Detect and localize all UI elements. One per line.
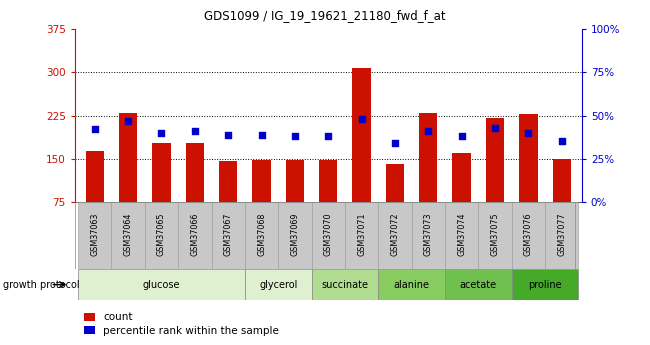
Point — [156, 130, 166, 136]
Bar — [78, 202, 111, 269]
Point — [490, 125, 501, 130]
Text: GSM37074: GSM37074 — [457, 213, 466, 256]
Point — [356, 116, 367, 122]
Bar — [545, 202, 578, 269]
Text: alanine: alanine — [394, 280, 430, 289]
Point — [523, 130, 534, 136]
Bar — [119, 113, 137, 202]
Bar — [152, 142, 171, 202]
Point — [390, 140, 400, 146]
Point — [223, 132, 233, 137]
Text: glycerol: glycerol — [259, 280, 298, 289]
Point — [123, 118, 133, 124]
Bar — [278, 202, 311, 269]
Bar — [512, 269, 578, 300]
Bar — [352, 68, 370, 202]
Bar — [286, 160, 304, 202]
Text: GSM37075: GSM37075 — [491, 212, 500, 256]
Bar — [478, 202, 512, 269]
Bar — [519, 114, 538, 202]
Point — [323, 134, 333, 139]
Bar — [452, 153, 471, 202]
Text: GSM37065: GSM37065 — [157, 213, 166, 256]
Text: glucose: glucose — [143, 280, 180, 289]
Point — [90, 127, 100, 132]
Bar — [319, 160, 337, 202]
Text: GDS1099 / IG_19_19621_21180_fwd_f_at: GDS1099 / IG_19_19621_21180_fwd_f_at — [204, 9, 446, 22]
Bar — [252, 160, 270, 202]
Bar — [378, 269, 445, 300]
Text: GSM37064: GSM37064 — [124, 213, 133, 256]
Bar — [311, 202, 345, 269]
Bar — [186, 142, 204, 202]
Point — [556, 139, 567, 144]
Point — [456, 134, 467, 139]
Bar — [219, 161, 237, 202]
Text: GSM37063: GSM37063 — [90, 213, 99, 256]
Text: GSM37072: GSM37072 — [391, 212, 400, 256]
Text: GSM37073: GSM37073 — [424, 213, 433, 256]
Bar — [445, 269, 512, 300]
Text: GSM37070: GSM37070 — [324, 213, 333, 256]
Bar — [486, 118, 504, 202]
Point — [190, 128, 200, 134]
Text: GSM37077: GSM37077 — [557, 212, 566, 256]
Bar — [419, 113, 437, 202]
Bar — [512, 202, 545, 269]
Bar — [178, 202, 211, 269]
Bar — [245, 202, 278, 269]
Bar — [145, 202, 178, 269]
Bar — [111, 202, 145, 269]
Text: proline: proline — [528, 280, 562, 289]
Point — [290, 134, 300, 139]
Bar — [86, 151, 104, 202]
Text: GSM37068: GSM37068 — [257, 213, 266, 256]
Bar — [345, 202, 378, 269]
Legend: count, percentile rank within the sample: count, percentile rank within the sample — [80, 308, 283, 340]
Bar — [552, 159, 571, 202]
Bar — [445, 202, 478, 269]
Bar — [245, 269, 311, 300]
Text: GSM37069: GSM37069 — [291, 213, 300, 256]
Text: succinate: succinate — [322, 280, 369, 289]
Text: GSM37071: GSM37071 — [357, 213, 366, 256]
Bar — [78, 269, 245, 300]
Bar — [386, 164, 404, 202]
Bar — [378, 202, 411, 269]
Point — [256, 132, 266, 137]
Text: growth protocol: growth protocol — [3, 280, 80, 289]
Bar — [411, 202, 445, 269]
Text: acetate: acetate — [460, 280, 497, 289]
Text: GSM37076: GSM37076 — [524, 213, 533, 256]
Bar — [211, 202, 245, 269]
Text: GSM37067: GSM37067 — [224, 213, 233, 256]
Text: GSM37066: GSM37066 — [190, 213, 200, 256]
Point — [423, 128, 434, 134]
Bar — [311, 269, 378, 300]
